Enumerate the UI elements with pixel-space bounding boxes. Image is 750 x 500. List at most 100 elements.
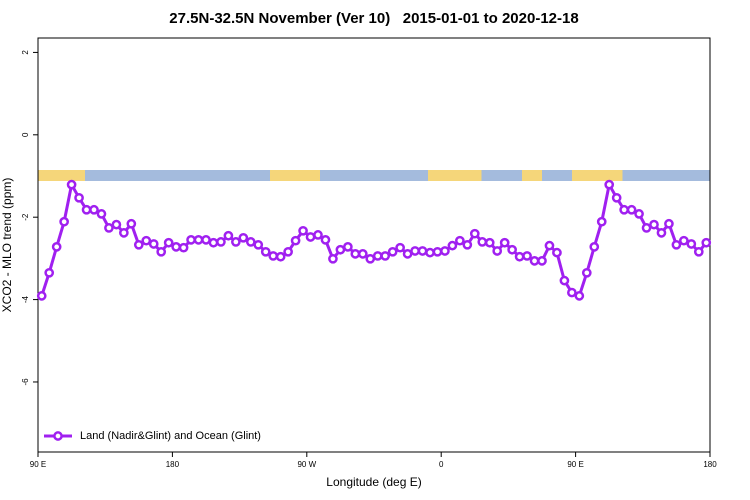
point [619, 204, 629, 215]
point [186, 235, 196, 245]
point [596, 216, 607, 227]
x-tick-label: 90 E [567, 460, 583, 469]
point [148, 239, 159, 249]
point [36, 291, 47, 301]
point [343, 242, 353, 252]
point [171, 242, 181, 252]
point [81, 204, 92, 215]
point [268, 251, 279, 261]
point [574, 291, 585, 301]
point [425, 247, 435, 258]
y-tick-label: -4 [21, 295, 30, 303]
point [701, 237, 712, 248]
point [447, 240, 458, 251]
point [357, 249, 368, 259]
point [581, 267, 592, 278]
point [372, 251, 383, 261]
point [350, 249, 361, 259]
point [440, 246, 450, 256]
point [313, 230, 323, 240]
point [477, 237, 488, 247]
point [320, 235, 331, 245]
point [410, 246, 420, 256]
point [208, 237, 219, 248]
point [216, 237, 226, 247]
point [634, 209, 644, 219]
point [44, 267, 55, 278]
point [119, 227, 129, 238]
legend-label: Land (Nadir&Glint) and Ocean (Glint) [80, 430, 261, 442]
point [679, 235, 689, 246]
point [178, 242, 189, 253]
point [253, 239, 264, 250]
point [74, 192, 84, 203]
x-tick-label: 180 [166, 460, 180, 469]
point [686, 239, 697, 249]
point [328, 253, 338, 264]
point [283, 246, 293, 257]
point [387, 246, 398, 257]
point [567, 287, 577, 298]
point [537, 256, 547, 266]
point [395, 242, 405, 253]
point [89, 204, 99, 215]
point [231, 237, 241, 247]
x-tick-label: 90 E [30, 460, 46, 469]
point [104, 223, 114, 233]
point [260, 246, 271, 257]
point [59, 216, 69, 227]
point [455, 235, 465, 246]
y-tick-label: -6 [21, 378, 30, 386]
point [51, 242, 62, 252]
point [163, 237, 174, 248]
point [693, 246, 704, 257]
point [559, 275, 570, 286]
point [201, 235, 211, 245]
point [298, 225, 308, 236]
legend-marker [53, 431, 63, 441]
point [641, 223, 652, 233]
point [126, 218, 137, 229]
point [432, 246, 443, 257]
series-line [40, 180, 708, 298]
point [656, 227, 667, 238]
point [552, 247, 562, 258]
point [514, 251, 525, 262]
point [671, 239, 682, 250]
point [649, 219, 659, 230]
point [111, 219, 122, 230]
x-tick-label: 0 [439, 460, 444, 469]
point [238, 232, 249, 243]
point [133, 239, 144, 250]
point [626, 204, 637, 215]
x-tick-label: 90 W [297, 460, 316, 469]
chart-title: 27.5N-32.5N November (Ver 10) 2015-01-01… [169, 10, 578, 27]
point [223, 230, 234, 241]
point [141, 235, 152, 246]
point [417, 246, 428, 256]
point [664, 218, 674, 229]
point [611, 192, 622, 203]
point [96, 209, 107, 219]
point [66, 179, 77, 190]
point [469, 228, 480, 239]
land-ocean-strip [38, 170, 710, 181]
y-tick-label: 0 [21, 132, 30, 137]
point [529, 256, 540, 266]
y-tick-label: -2 [21, 213, 30, 221]
point [589, 242, 600, 252]
point [507, 244, 517, 255]
y-axis-label: XCO2 - MLO trend (ppm) [0, 178, 14, 313]
y-tick-label: 2 [21, 50, 30, 55]
point [604, 179, 615, 190]
point [402, 249, 413, 259]
x-axis-label: Longitude (deg E) [326, 475, 421, 489]
point [335, 244, 346, 255]
x-tick-label: 180 [703, 460, 717, 469]
point [245, 237, 256, 247]
point [193, 235, 204, 245]
point [522, 251, 532, 261]
point [492, 246, 503, 256]
point [462, 239, 473, 250]
